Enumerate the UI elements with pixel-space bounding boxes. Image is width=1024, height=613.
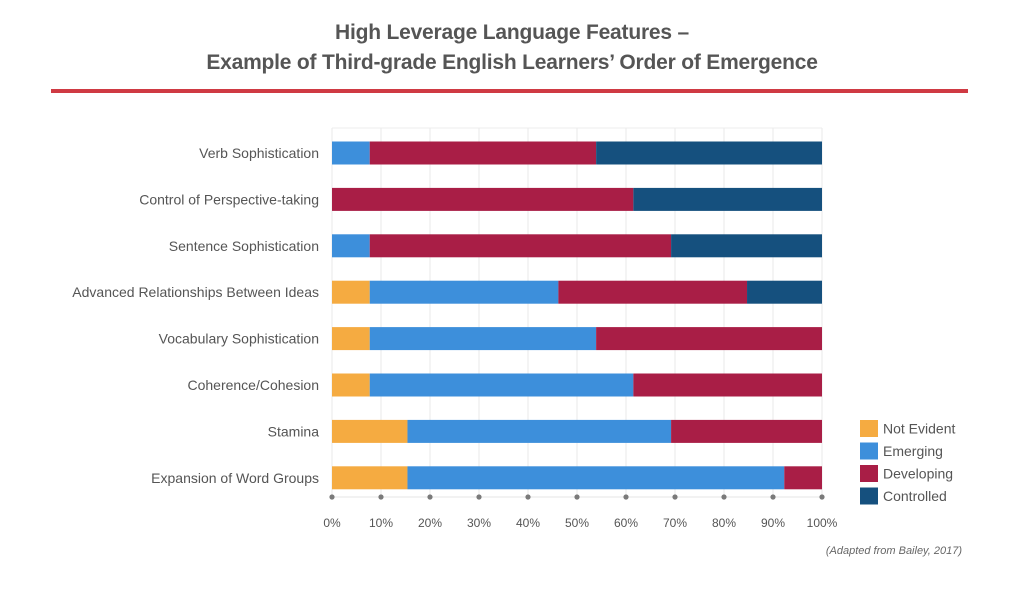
legend-swatch: [860, 420, 878, 437]
bar-segment-developing: [596, 327, 822, 351]
x-tick-label: 80%: [712, 516, 736, 530]
x-tick-label: 50%: [565, 516, 589, 530]
bar-segment-emerging: [369, 280, 559, 304]
bar-segment-emerging: [407, 419, 672, 443]
bar-segment-not-evident: [332, 373, 370, 397]
bar-segment-emerging: [332, 234, 370, 258]
bar-segment-emerging: [332, 141, 370, 165]
category-label: Advanced Relationships Between Ideas: [72, 284, 319, 300]
category-labels: Verb Sophistication Control of Perspectiv…: [72, 145, 319, 486]
tick-mark: [574, 494, 580, 500]
bar-segment-developing: [784, 466, 822, 490]
x-tick-label: 70%: [663, 516, 687, 530]
x-tick-label: 30%: [467, 516, 491, 530]
legend: Not Evident Emerging Developing Controlled: [860, 420, 955, 505]
bar-segment-developing: [369, 141, 597, 165]
legend-swatch: [860, 442, 878, 460]
category-label: Control of Perspective-taking: [139, 191, 319, 207]
legend-swatch: [860, 487, 878, 505]
category-label: Coherence/Cohesion: [187, 377, 319, 393]
x-tick-label: 40%: [516, 516, 540, 530]
x-tick-label: 10%: [369, 516, 393, 530]
bar-segment-developing: [633, 373, 822, 397]
bars: [332, 141, 822, 490]
bar-segment-emerging: [369, 327, 597, 351]
bar-segment-developing: [671, 419, 822, 443]
bar-segment-developing: [558, 280, 748, 304]
x-tick-label: 100%: [807, 516, 838, 530]
bar-segment-emerging: [407, 466, 785, 490]
tick-mark: [770, 494, 776, 500]
tick-mark: [378, 494, 384, 500]
category-label: Verb Sophistication: [199, 145, 319, 161]
bar-segment-controlled: [671, 234, 822, 258]
chart-subtitle: Example of Third-grade English Learners’…: [206, 51, 818, 74]
x-tick-label: 60%: [614, 516, 638, 530]
bar-segment-not-evident: [332, 419, 408, 443]
tick-mark: [427, 494, 433, 500]
bar-segment-developing: [332, 187, 634, 211]
x-axis: 0% 10% 20% 30% 40% 50% 60% 70% 80% 90% 100%: [323, 494, 838, 530]
legend-swatch: [860, 465, 878, 482]
tick-mark: [819, 494, 825, 500]
category-label: Stamina: [268, 423, 320, 439]
bar-segment-emerging: [369, 373, 634, 397]
legend-label: Controlled: [883, 488, 947, 504]
bar-segment-not-evident: [332, 466, 408, 490]
legend-label: Developing: [883, 466, 953, 482]
tick-mark: [329, 494, 335, 500]
category-label: Sentence Sophistication: [169, 238, 319, 254]
tick-mark: [525, 494, 531, 500]
title-divider: [51, 89, 968, 93]
bar-segment-controlled: [633, 187, 822, 211]
chart-title: High Leverage Language Features –: [334, 21, 689, 44]
source-note: (Adapted from Bailey, 2017): [825, 545, 962, 557]
category-label: Expansion of Word Groups: [151, 470, 319, 486]
x-tick-label: 0%: [323, 516, 341, 530]
legend-label: Emerging: [883, 443, 943, 459]
x-tick-label: 20%: [418, 516, 442, 530]
tick-mark: [623, 494, 629, 500]
x-tick-label: 90%: [761, 516, 785, 530]
tick-mark: [672, 494, 678, 500]
bar-segment-not-evident: [332, 327, 370, 351]
bar-segment-controlled: [596, 141, 822, 165]
legend-label: Not Evident: [883, 421, 955, 437]
category-label: Vocabulary Sophistication: [159, 331, 319, 347]
bar-segment-developing: [369, 234, 672, 258]
tick-mark: [721, 494, 727, 500]
bar-segment-not-evident: [332, 280, 370, 304]
bar-segment-controlled: [747, 280, 822, 304]
tick-mark: [476, 494, 482, 500]
